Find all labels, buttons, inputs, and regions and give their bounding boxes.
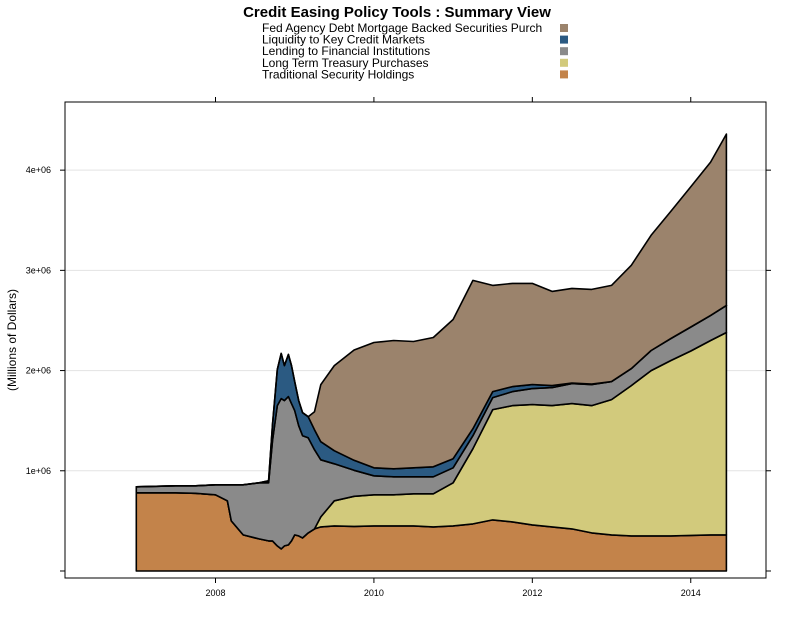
- y-axis-label: (Millions of Dollars): [5, 289, 19, 391]
- stacked-areas: [135, 133, 728, 572]
- legend-label: Lending to Financial Institutions: [262, 44, 430, 58]
- y-tick-label: 2e+06: [26, 366, 51, 376]
- legend-swatch: [560, 24, 568, 32]
- plot-frame: [64, 101, 767, 579]
- x-tick-label: 2014: [681, 588, 701, 598]
- x-tick-label: 2008: [205, 588, 225, 598]
- chart-title: Credit Easing Policy Tools : Summary Vie…: [243, 4, 551, 21]
- y-tick-label: 3e+06: [26, 265, 51, 275]
- x-tick-label: 2012: [522, 588, 542, 598]
- legend-swatch: [560, 70, 568, 79]
- y-tick-label: 1e+06: [26, 466, 51, 476]
- y-tick-label: 4e+06: [26, 165, 51, 175]
- legend-label: Fed Agency Debt Mortgage Backed Securiti…: [262, 21, 542, 35]
- legend-label: Traditional Security Holdings: [262, 67, 414, 81]
- area-series: [135, 133, 728, 488]
- legend: Fed Agency Debt Mortgage Backed Securiti…: [262, 21, 568, 81]
- legend-swatch: [560, 58, 568, 67]
- legend-label: Liquidity to Key Credit Markets: [262, 33, 425, 47]
- legend-swatch: [560, 47, 568, 56]
- x-tick-label: 2010: [364, 588, 384, 598]
- legend-label: Long Term Treasury Purchases: [262, 56, 429, 70]
- legend-swatch: [560, 35, 568, 44]
- axes: 2008 2010 2012 2014 1e+06 2e+06 3e+06 4e+06: [26, 97, 771, 598]
